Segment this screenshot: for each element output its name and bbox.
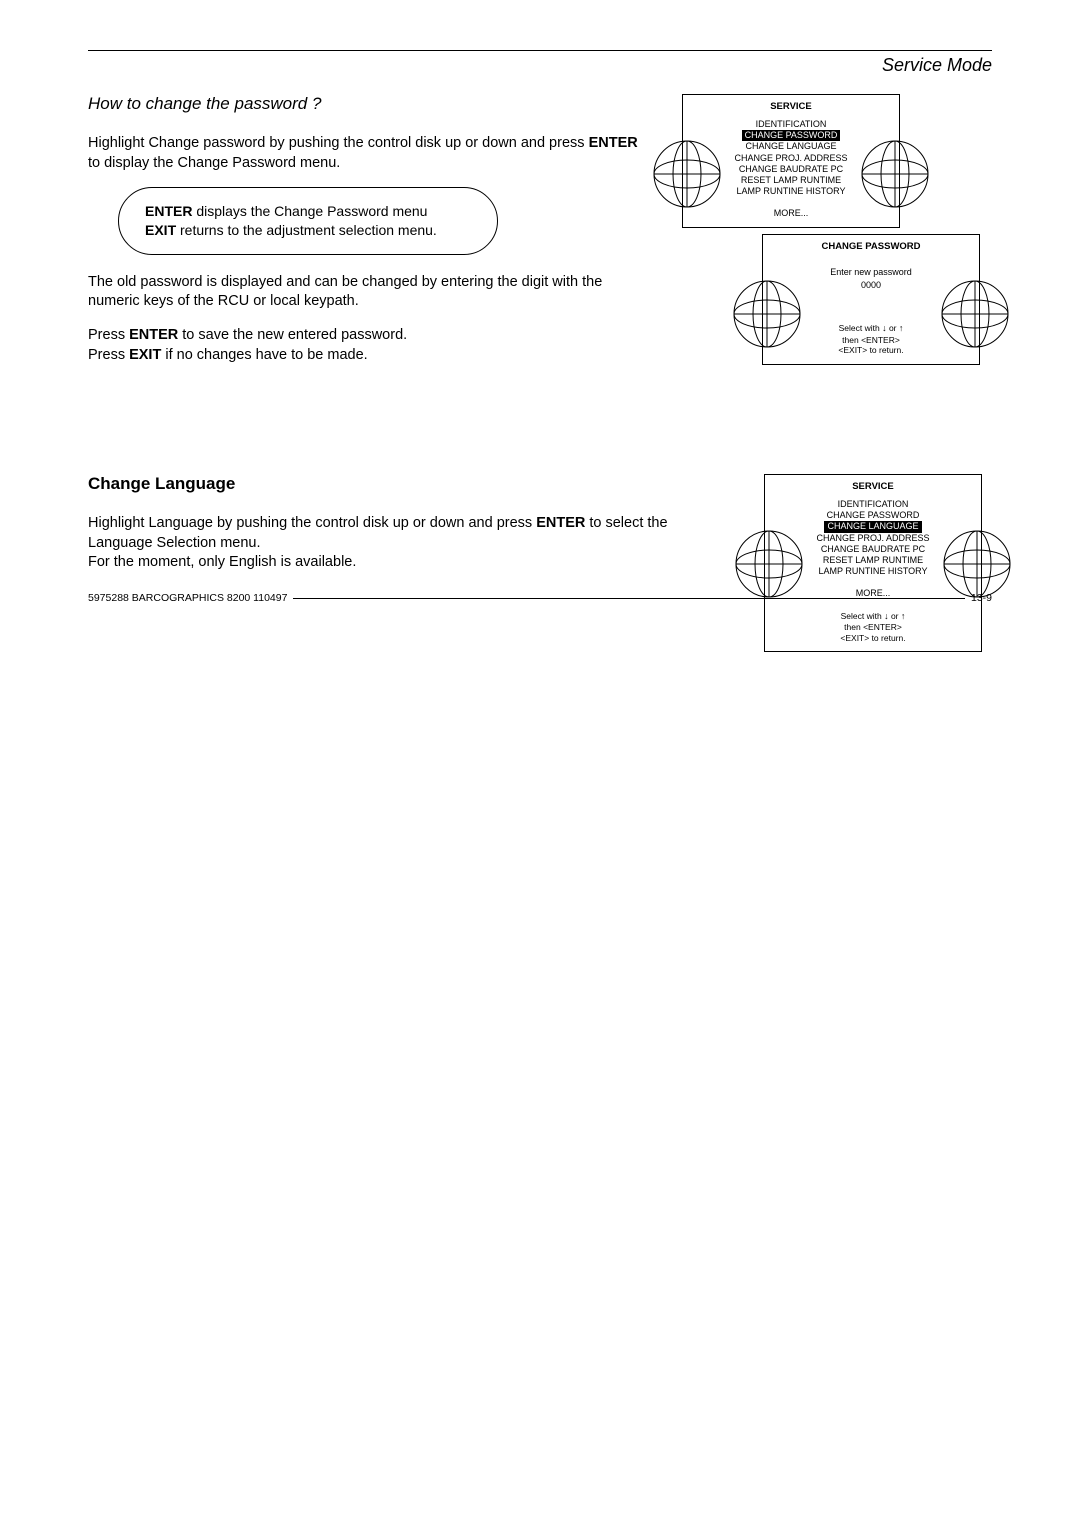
globe-icon: [942, 529, 1012, 599]
callout-line1: ENTER displays the Change Password menu: [145, 202, 471, 221]
up-arrow-icon: ↑: [899, 323, 904, 333]
menu-title: SERVICE: [683, 95, 899, 119]
exit-label: EXIT: [129, 347, 161, 363]
text: Select with: [839, 323, 882, 333]
section1-para4: Press EXIT if no changes have to be made…: [88, 346, 652, 366]
enter-label: ENTER: [589, 135, 638, 151]
up-arrow-icon: ↑: [901, 611, 906, 621]
menu-title: CHANGE PASSWORD: [763, 235, 979, 259]
text: <EXIT> to return.: [838, 345, 903, 355]
header-rule: [88, 50, 992, 51]
password-prompt: Enter new password: [763, 259, 979, 280]
globe-icon: [652, 139, 722, 209]
footer-right: 13-9: [971, 592, 992, 604]
text: <EXIT> to return.: [840, 633, 905, 643]
enter-label: ENTER: [536, 515, 585, 531]
text: Highlight Change password by pushing the…: [88, 135, 589, 151]
globe-icon: [940, 279, 1010, 349]
globe-icon: [860, 139, 930, 209]
text: Highlight Language by pushing the contro…: [88, 515, 536, 531]
text: then <ENTER>: [842, 335, 900, 345]
text: Press: [88, 327, 129, 343]
footer-rule: [293, 598, 965, 599]
exit-label: EXIT: [145, 222, 176, 238]
menu-item: IDENTIFICATION: [771, 499, 975, 510]
page-header: Service Mode: [88, 55, 992, 76]
section2-para1: Highlight Language by pushing the contro…: [88, 514, 734, 553]
section1-title: How to change the password ?: [88, 94, 652, 114]
menu-instructions: Select with ↓ or ↑ then <ENTER> <EXIT> t…: [765, 607, 981, 652]
section2-title: Change Language: [88, 474, 734, 494]
text: returns to the adjustment selection menu…: [176, 222, 437, 238]
enter-label: ENTER: [145, 203, 192, 219]
text: to save the new entered password.: [178, 327, 407, 343]
menu-item: IDENTIFICATION: [689, 119, 893, 130]
text: Press: [88, 347, 129, 363]
text: if no changes have to be made.: [161, 347, 367, 363]
text: or: [889, 611, 901, 621]
enter-label: ENTER: [129, 327, 178, 343]
menu-item-highlighted: CHANGE PASSWORD: [742, 130, 841, 141]
section1-para2: The old password is displayed and can be…: [88, 273, 652, 312]
text: Select with: [841, 611, 884, 621]
section2-para2: For the moment, only English is availabl…: [88, 553, 734, 573]
page-footer: 5975288 BARCOGRAPHICS 8200 110497 13-9: [88, 592, 992, 604]
text: to display the Change Password menu.: [88, 155, 340, 171]
text: then <ENTER>: [844, 622, 902, 632]
footer-left: 5975288 BARCOGRAPHICS 8200 110497: [88, 592, 287, 604]
section1-para3: Press ENTER to save the new entered pass…: [88, 326, 652, 346]
text: or: [887, 323, 899, 333]
menu-item-highlighted: CHANGE LANGUAGE: [824, 521, 921, 532]
section1-para1: Highlight Change password by pushing the…: [88, 134, 652, 173]
globe-icon: [734, 529, 804, 599]
globe-icon: [732, 279, 802, 349]
menu-title: SERVICE: [765, 475, 981, 499]
callout-box: ENTER displays the Change Password menu …: [118, 187, 498, 255]
menu-item: CHANGE PASSWORD: [771, 510, 975, 521]
callout-line2: EXIT returns to the adjustment selection…: [145, 221, 471, 240]
text: displays the Change Password menu: [192, 203, 427, 219]
